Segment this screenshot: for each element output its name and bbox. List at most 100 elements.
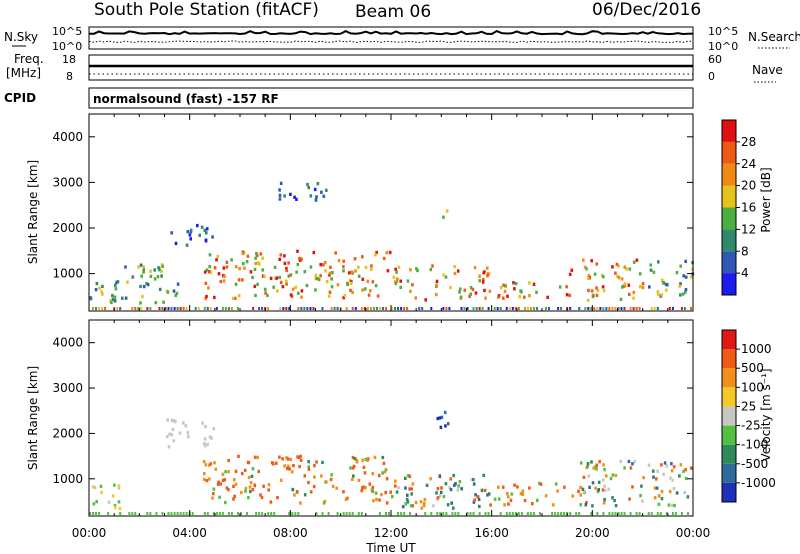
heatmap-cell bbox=[289, 293, 293, 297]
heatmap-cell bbox=[403, 512, 406, 515]
heatmap-cell bbox=[488, 289, 492, 293]
heatmap-cell bbox=[557, 307, 560, 310]
heatmap-cell bbox=[101, 292, 104, 296]
heatmap-cell bbox=[153, 277, 157, 281]
heatmap-cell bbox=[459, 295, 463, 299]
heatmap-cell bbox=[629, 307, 632, 310]
heatmap-cell bbox=[657, 502, 661, 506]
heatmap-cell bbox=[408, 487, 411, 491]
heatmap-cell bbox=[632, 290, 636, 295]
heatmap-cell bbox=[460, 487, 463, 491]
heatmap-cell bbox=[221, 307, 224, 310]
heatmap-cell bbox=[443, 410, 447, 415]
heatmap-cell bbox=[320, 474, 323, 478]
heatmap-cell bbox=[482, 473, 485, 478]
heatmap-cell bbox=[266, 293, 269, 297]
heatmap-cell bbox=[95, 281, 99, 286]
heatmap-cell bbox=[579, 461, 583, 465]
heatmap-cell bbox=[360, 489, 364, 493]
heatmap-cell bbox=[453, 271, 457, 276]
heatmap-cell bbox=[131, 512, 134, 515]
heatmap-cell bbox=[372, 307, 375, 310]
heatmap-cell bbox=[482, 271, 485, 275]
heatmap-cell bbox=[315, 512, 318, 515]
heatmap-cell bbox=[336, 307, 339, 310]
heatmap-cell bbox=[586, 464, 589, 468]
heatmap-cell bbox=[253, 267, 257, 272]
power-axes: 1000 2000 3000 4000 bbox=[52, 114, 694, 311]
heatmap-cell bbox=[471, 287, 475, 292]
heatmap-cell bbox=[673, 503, 676, 508]
heatmap-cell bbox=[342, 490, 345, 494]
heatmap-cell bbox=[385, 251, 389, 255]
heatmap-cell bbox=[660, 278, 664, 282]
heatmap-cell bbox=[137, 265, 140, 269]
heatmap-cell bbox=[623, 265, 626, 269]
heatmap-cell bbox=[188, 233, 192, 237]
heatmap-cell bbox=[330, 473, 333, 477]
heatmap-cell bbox=[436, 416, 439, 421]
heatmap-cell bbox=[509, 498, 513, 502]
heatmap-cell bbox=[628, 292, 631, 296]
heatmap-cell bbox=[375, 497, 378, 502]
heatmap-cell bbox=[303, 474, 307, 478]
heatmap-cell bbox=[571, 494, 574, 498]
heatmap-cell bbox=[92, 502, 96, 506]
heatmap-cell bbox=[275, 461, 278, 465]
heatmap-cell bbox=[399, 279, 402, 283]
heatmap-cell bbox=[114, 287, 118, 291]
heatmap-cell bbox=[295, 270, 298, 274]
heatmap-cell bbox=[397, 512, 399, 515]
heatmap-cell bbox=[203, 512, 206, 515]
heatmap-cell bbox=[204, 239, 208, 243]
heatmap-cell bbox=[446, 503, 450, 507]
heatmap-cell bbox=[442, 215, 445, 219]
heatmap-cell bbox=[363, 287, 367, 291]
heatmap-cell bbox=[298, 464, 301, 469]
heatmap-cell bbox=[493, 497, 497, 501]
heatmap-cell bbox=[444, 275, 448, 279]
heatmap-cell bbox=[186, 431, 190, 435]
heatmap-cell bbox=[281, 285, 285, 289]
heatmap-cell bbox=[224, 470, 227, 474]
heatmap-cell bbox=[329, 477, 333, 482]
freq-unit-label: [MHz] bbox=[6, 66, 41, 80]
heatmap-cell bbox=[435, 279, 439, 283]
heatmap-cell bbox=[481, 277, 485, 282]
power-heatmap-cells bbox=[89, 181, 695, 310]
colorbar-tick-label: 24 bbox=[741, 157, 756, 171]
heatmap-cell bbox=[410, 492, 413, 496]
heatmap-cell bbox=[203, 307, 206, 310]
heatmap-cell bbox=[219, 279, 223, 284]
heatmap-cell bbox=[171, 427, 175, 431]
heatmap-cell bbox=[307, 467, 311, 471]
heatmap-cell bbox=[409, 268, 412, 272]
heatmap-cell bbox=[117, 500, 121, 504]
heatmap-cell bbox=[357, 274, 361, 278]
heatmap-cell bbox=[602, 307, 605, 310]
heatmap-cell bbox=[295, 490, 299, 494]
heatmap-cell bbox=[288, 512, 291, 515]
heatmap-cell bbox=[528, 281, 531, 285]
heatmap-cell bbox=[342, 265, 345, 269]
heatmap-cell bbox=[378, 512, 381, 515]
heatmap-cell bbox=[557, 512, 560, 515]
freq-label: Freq. bbox=[14, 52, 44, 66]
heatmap-cell bbox=[436, 496, 440, 500]
heatmap-cell bbox=[684, 476, 688, 481]
heatmap-cell bbox=[529, 307, 532, 310]
heatmap-cell bbox=[95, 500, 98, 504]
heatmap-cell bbox=[263, 287, 267, 291]
heatmap-cell bbox=[312, 307, 315, 310]
heatmap-cell bbox=[568, 272, 572, 276]
heatmap-cell bbox=[270, 512, 273, 515]
heatmap-cell bbox=[587, 307, 590, 310]
heatmap-cell bbox=[670, 503, 674, 508]
heatmap-cell bbox=[221, 478, 225, 483]
heatmap-cell bbox=[319, 263, 322, 267]
heatmap-cell bbox=[460, 307, 463, 310]
heatmap-cell bbox=[400, 512, 403, 515]
heatmap-cell bbox=[538, 481, 541, 485]
heatmap-cell bbox=[119, 512, 122, 515]
